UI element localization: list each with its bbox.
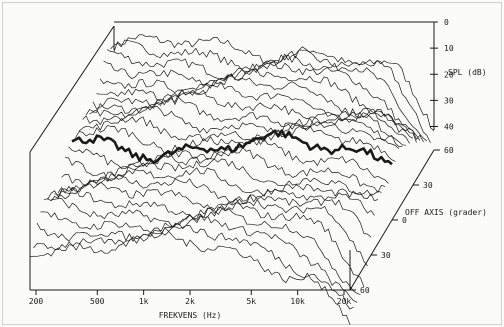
response-curve <box>29 227 351 325</box>
response-curve <box>110 39 431 144</box>
y-axis: SPL (dB) 0 10 20 30 40 <box>430 18 487 132</box>
z-axis-label: OFF AXIS (grader) <box>405 208 487 217</box>
y-axis-label: SPL (dB) <box>448 68 487 77</box>
response-curve <box>113 34 435 131</box>
z-tick-label: 30 <box>381 251 391 260</box>
curves <box>29 34 435 325</box>
response-curve <box>57 166 379 202</box>
y-tick-label: 40 <box>444 123 454 132</box>
x-tick-label: 500 <box>90 297 105 306</box>
response-curve <box>33 222 354 310</box>
response-curve <box>61 158 382 196</box>
z-tick-label: 60 <box>360 286 370 295</box>
response-curve <box>40 207 361 295</box>
x-tick-label: 1k <box>139 297 149 306</box>
y-tick-label: 20 <box>444 70 454 79</box>
x-tick-label: 5k <box>246 297 256 306</box>
y-tick-label: 30 <box>444 96 454 105</box>
x-axis: FREKVENS (Hz) 200 500 1k 2k 5k 10k 20k <box>29 290 352 320</box>
response-curve <box>78 116 400 149</box>
y-tick-label: 10 <box>444 44 454 53</box>
left-top-diagonal <box>29 25 115 153</box>
x-tick-label: 10k <box>290 297 305 306</box>
x-tick-label: 200 <box>29 297 44 306</box>
x-axis-label: FREKVENS (Hz) <box>159 311 222 320</box>
response-curve <box>89 89 410 144</box>
z-tick-label: 30 <box>423 181 433 190</box>
response-curve <box>36 214 358 303</box>
response-curve <box>43 196 365 288</box>
x-tick-label: 20k <box>337 297 352 306</box>
response-curve <box>64 147 386 193</box>
response-curve <box>103 60 424 143</box>
z-tick-label: 60 <box>444 146 454 155</box>
z-tick-label: 0 <box>402 216 407 225</box>
response-curve <box>68 138 389 184</box>
y-tick-label: 0 <box>444 18 449 27</box>
response-curve <box>92 80 414 139</box>
response-curve <box>82 105 403 147</box>
response-curve <box>85 95 407 146</box>
z-axis: OFF AXIS (grader) 60 30 0 30 60 <box>350 146 487 295</box>
response-curve <box>106 49 428 142</box>
x-tick-label: 2k <box>185 297 195 306</box>
response-curve <box>96 74 417 143</box>
response-curve <box>54 174 375 216</box>
curve-on-axis <box>71 129 393 166</box>
